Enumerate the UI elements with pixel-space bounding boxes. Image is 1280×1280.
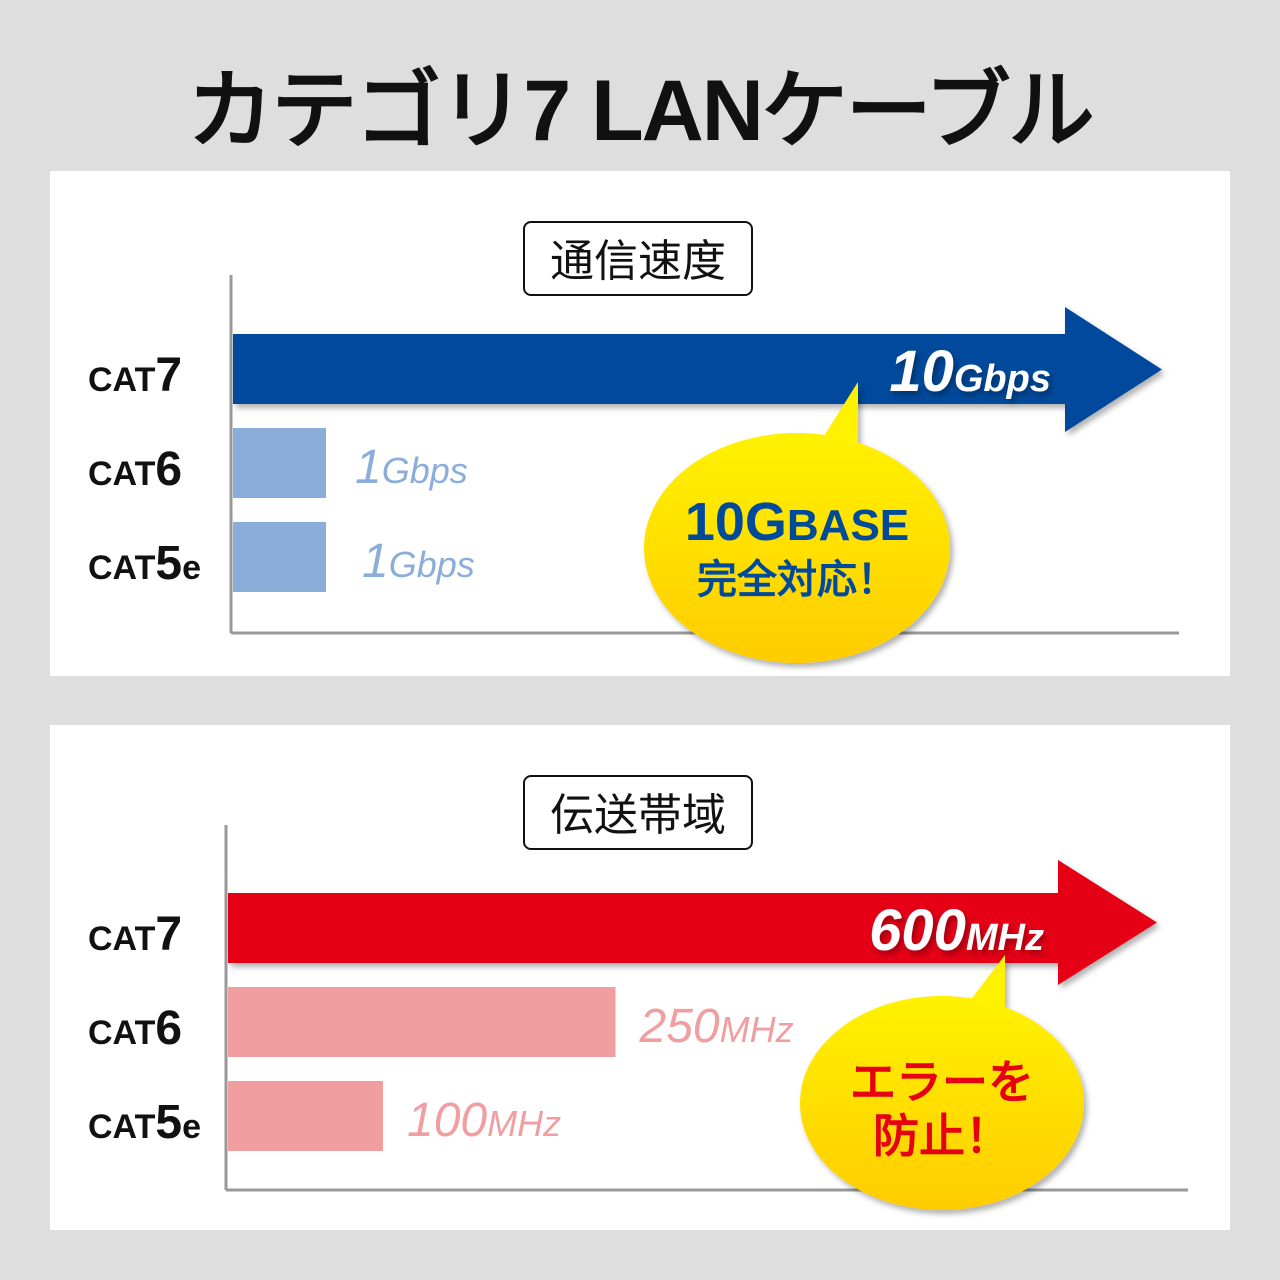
callout-text: 完全対応！: [697, 557, 897, 603]
bar: [228, 1081, 383, 1151]
bar-arrow: [233, 307, 1162, 432]
data-label: 100MHz: [407, 1094, 561, 1147]
category-label: CAT5e: [88, 1096, 201, 1149]
data-label: 600MHz: [869, 898, 1044, 963]
callout-bubble: [644, 382, 950, 663]
page-title: カテゴリ7 LANケーブル: [187, 63, 1094, 159]
data-label: 250MHz: [639, 1000, 794, 1053]
bar-arrow: [228, 860, 1157, 985]
chart-title: 伝送帯域: [550, 790, 726, 841]
bar: [233, 522, 326, 592]
chart-panel-1: 通信速度 CAT7 10Gbps CAT6 1Gbps CAT5e 1Gbps 10GBASE…: [50, 171, 1230, 676]
callout-text: 10GBASE: [685, 492, 909, 552]
category-label: CAT6: [88, 443, 182, 496]
category-label: CAT7: [88, 908, 182, 961]
chart-title-box: [523, 221, 753, 296]
callout-text: 防止！: [873, 1109, 1011, 1163]
chart-title: 通信速度: [550, 236, 726, 287]
category-label: CAT6: [88, 1002, 182, 1055]
chart-panel-2: 伝送帯域 CAT7 600MHz CAT6 250MHz CAT5e 100MHz エラーを防…: [50, 725, 1230, 1230]
callout-text: エラーを: [850, 1055, 1034, 1109]
data-label: 1Gbps: [362, 535, 475, 588]
chart-title-box: [523, 775, 753, 850]
bar: [233, 428, 326, 498]
category-label: CAT7: [88, 349, 182, 402]
data-label: 10Gbps: [889, 339, 1051, 404]
callout-bubble: [800, 955, 1084, 1210]
data-label: 1Gbps: [355, 441, 468, 494]
bar: [228, 987, 616, 1057]
category-label: CAT5e: [88, 537, 201, 590]
